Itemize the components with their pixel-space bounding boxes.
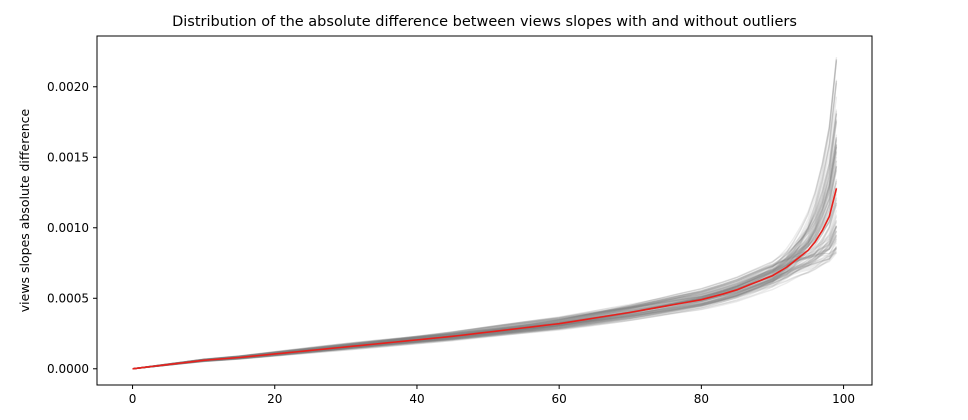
background-run-line [132,246,838,370]
background-run-line [132,139,838,370]
background-run-line [132,60,838,370]
background-run-line [132,120,838,370]
background-run-line [132,186,838,370]
y-tick-label: 0.0010 [47,221,89,235]
x-axis: 0 20 40 60 80 100 [129,385,855,406]
background-run-line [132,234,838,370]
background-run-line [132,59,838,370]
background-run-line [132,202,838,370]
background-run-line [132,247,838,370]
background-run-line [132,60,838,370]
background-run-line [132,180,838,370]
x-tick-label: 0 [129,392,137,406]
background-run-line [132,113,838,370]
background-run-line [132,113,838,370]
background-run-line [132,248,838,370]
background-run-line [132,58,838,370]
mean-line [132,188,838,370]
y-tick-label: 0.0005 [47,291,89,305]
background-run-line [132,231,838,370]
background-run-line [132,219,838,370]
background-run-line [132,247,837,370]
x-tick-label: 40 [409,392,424,406]
background-run-line [132,150,838,370]
background-run-line [132,146,838,370]
background-run-line [132,240,837,370]
background-run-line [132,80,838,370]
background-run-line [132,247,837,370]
background-run-line [132,197,838,370]
background-run-line [132,180,838,370]
background-run-line [132,166,838,370]
y-tick-label: 0.0000 [47,362,89,376]
background-run-line [132,146,838,370]
background-run-line [132,169,838,370]
background-run-line [132,143,838,370]
background-run-line [132,230,838,370]
y-tick-label: 0.0015 [47,150,89,164]
background-run-line [132,165,838,370]
background-run-line [132,182,838,370]
background-run-line [132,156,838,370]
background-run-line [132,79,838,370]
background-run-line [132,225,838,370]
background-run-line [132,251,837,370]
background-run-line [132,170,838,370]
background-run-line [132,247,838,370]
x-tick-label: 80 [694,392,709,406]
background-run-line [132,189,838,370]
background-run-line [132,239,838,370]
background-run-line [132,250,837,370]
background-run-line [132,221,838,370]
plot-frame [96,35,873,386]
background-run-line [132,234,838,370]
background-run-line [132,238,838,370]
x-tick-label: 100 [832,392,855,406]
background-run-line [132,80,838,370]
background-run-line [132,188,838,370]
background-run-line [132,178,838,370]
background-run-line [132,199,838,370]
y-axis: 0.0000 0.0005 0.0010 0.0015 0.0020 [47,80,97,376]
background-run-line [132,216,838,370]
background-run-line [132,137,838,370]
y-axis-label: views slopes absolute difference [17,108,32,312]
background-run-line [132,220,838,370]
background-run-line [132,242,838,370]
background-run-line [132,225,838,370]
background-run-line [132,246,838,370]
background-run-line [132,56,838,370]
x-tick-label: 60 [552,392,567,406]
background-run-line [132,246,838,370]
chart-title: Distribution of the absolute difference … [172,14,797,30]
background-runs [132,56,838,370]
background-run-line [132,251,837,370]
background-run-line [132,134,838,370]
background-run-line [132,166,838,370]
background-run-line [132,226,838,370]
background-run-line [132,252,837,370]
background-run-line [132,160,838,370]
background-run-line [132,166,838,370]
y-tick-label: 0.0020 [47,80,89,94]
background-run-line [132,82,838,370]
x-tick-label: 20 [267,392,282,406]
background-run-line [132,136,838,370]
